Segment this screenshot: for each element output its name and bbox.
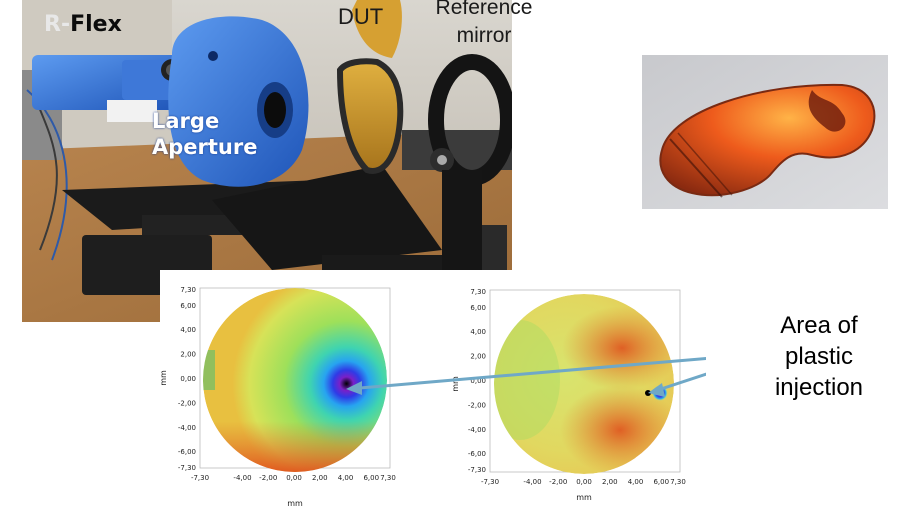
plot-2: -7,30 -4,00 -2,00 0,00 2,00 4,00 6,00 7,30 7,30… [451,288,686,502]
x-tick-label: 4,00 [338,474,354,482]
large-aperture-line1: Large [152,109,220,133]
x-tick-label: 0,00 [286,474,302,482]
y-tick-label: 2,00 [180,351,196,359]
x-tick-label: -7,30 [191,474,209,482]
x-tick-label: 6,00 [653,478,669,486]
y-tick-label: 6,00 [470,304,486,312]
y-tick-label: 6,00 [180,302,196,310]
x-tick-label: -4,00 [523,478,541,486]
x-tick-label: 2,00 [312,474,328,482]
dut-label: DUT [338,4,384,29]
rflex-name: Flex [70,12,122,37]
large-aperture-line2: Aperture [152,135,258,159]
annotation-line1: Area of [780,312,858,339]
arrow-head-plot-1 [346,381,362,395]
plot-1-y-ticks: 7,30 6,00 4,00 2,00 0,00 -2,00 -4,00 -6,00 -7,30 [178,286,196,472]
reference-mirror-line1: Reference [435,0,533,19]
y-tick-label: -2,00 [178,399,196,407]
x-tick-label: -7,30 [481,478,499,486]
y-tick-label: -7,30 [178,464,196,472]
plot-1-x-ticks: -7,30 -4,00 -2,00 0,00 2,00 4,00 6,00 7,30 [191,474,396,482]
rflex-label: R-Flex [44,12,122,37]
y-tick-label: -2,00 [468,401,486,409]
large-aperture-label: Large Aperture [152,108,257,160]
plot-1: -7,30 -4,00 -2,00 0,00 2,00 4,00 6,00 7,30 7,30… [159,286,396,508]
y-tick-label: -4,00 [468,426,486,434]
x-tick-label: 6,00 [363,474,379,482]
y-tick-label: 4,00 [470,328,486,336]
x-tick-label: -2,00 [549,478,567,486]
lens-closeup-photo [642,55,888,209]
rflex-prefix: R- [44,12,71,37]
y-tick-label: 7,30 [180,286,196,294]
y-tick-label: 2,00 [470,353,486,361]
plot-2-x-ticks: -7,30 -4,00 -2,00 0,00 2,00 4,00 6,00 7,30 [481,478,686,486]
plot-2-y-ticks: 7,30 6,00 4,00 2,00 0,00 -2,00 -4,00 -6,00 -7,30 [468,288,486,474]
plot-1-y-label: mm [160,370,168,386]
y-tick-label: 7,30 [470,288,486,296]
annotation-line2: plastic [784,343,854,370]
annotation-line3: injection [774,374,864,401]
y-tick-label: -6,00 [468,450,486,458]
x-tick-label: 2,00 [602,478,618,486]
y-tick-label: 0,00 [470,377,486,385]
lens-closeup-illustration [642,55,888,209]
x-tick-label: 4,00 [628,478,644,486]
y-tick-label: -6,00 [178,448,196,456]
reference-mirror-label: Reference mirror [414,0,554,50]
x-tick-label: -4,00 [233,474,251,482]
injection-annotation: Area of plastic injection [760,310,878,403]
arrow-to-plot-1 [359,351,771,390]
x-tick-label: 0,00 [576,478,592,486]
y-tick-label: -7,30 [468,466,486,474]
measurement-plots: -7,30 -4,00 -2,00 0,00 2,00 4,00 6,00 7,30 7,30… [159,270,771,512]
y-tick-label: -4,00 [178,424,196,432]
x-tick-label: 7,30 [380,474,396,482]
x-tick-label: 7,30 [670,478,686,486]
reference-mirror-line2: mirror [456,24,512,47]
x-tick-label: -2,00 [259,474,277,482]
plots-svg: -7,30 -4,00 -2,00 0,00 2,00 4,00 6,00 7,30 7,30… [159,286,771,508]
y-tick-label: 0,00 [180,375,196,383]
arrow-head-plot-2 [648,383,665,397]
y-tick-label: 4,00 [180,326,196,334]
plot-1-x-label: mm [287,499,303,508]
plot-2-x-label: mm [576,493,592,502]
plot-2-y-label: mm [451,376,460,392]
